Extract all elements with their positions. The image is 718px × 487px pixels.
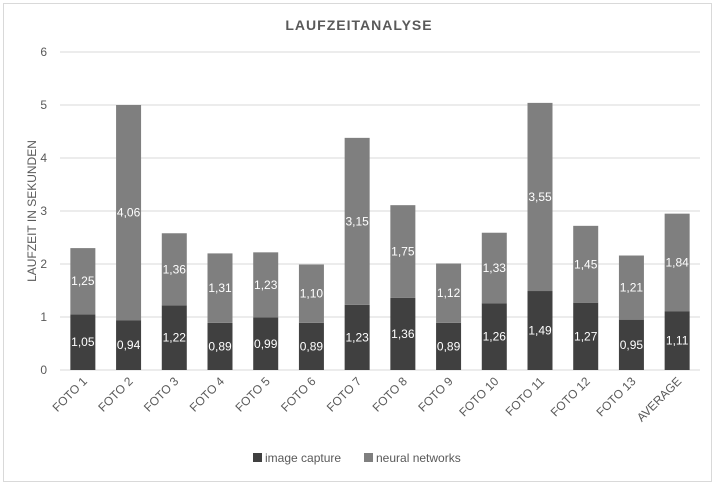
bar-segment-image-capture: [253, 317, 279, 370]
bar-segment-image-capture: [618, 319, 644, 370]
x-tick-label: FOTO 12: [548, 374, 593, 419]
bar-segment-neural-networks: [207, 253, 233, 323]
bar-segment-image-capture: [70, 314, 96, 370]
data-label: 0,89: [437, 339, 461, 353]
gridlines: [60, 51, 700, 371]
bar-segment-image-capture: [161, 305, 187, 370]
data-label: 1,21: [620, 281, 644, 295]
y-tick-label: 6: [40, 45, 47, 59]
data-label: 4,06: [117, 206, 141, 220]
bar-segment-image-capture: [390, 297, 416, 370]
x-tick-label: FOTO 4: [187, 374, 228, 415]
bar-segment-neural-networks: [116, 105, 142, 321]
bar-segment-neural-networks: [161, 233, 187, 306]
x-tick-label: FOTO 5: [232, 374, 273, 415]
data-label: 1,31: [208, 281, 232, 295]
data-label: 1,25: [71, 274, 95, 288]
legend-label-neural-networks: neural networks: [376, 451, 461, 465]
legend: image capture neural networks: [253, 451, 461, 465]
bars: 1,05 1,25 0,94 4,06 1,22 1,36 0,89 1,31 0,99 1,23…: [70, 102, 690, 370]
chart-title: LAUFZEITANALYSE: [285, 17, 432, 33]
y-tick-label: 4: [40, 151, 47, 165]
data-label: 0,89: [208, 339, 232, 353]
bar-segment-image-capture: [116, 320, 142, 370]
data-label: 1,22: [163, 331, 187, 345]
data-label: 1,84: [665, 255, 689, 269]
data-label: 3,55: [528, 190, 552, 204]
data-label: 1,27: [574, 329, 598, 343]
data-label: 1,36: [391, 327, 415, 341]
data-label: 0,89: [300, 339, 324, 353]
data-label: 0,94: [117, 338, 141, 352]
x-tick-label: FOTO 7: [324, 374, 365, 415]
bar-segment-image-capture: [436, 322, 462, 370]
y-tick-label: 3: [40, 204, 47, 218]
x-tick-label: FOTO 10: [456, 374, 501, 419]
data-label: 1,36: [163, 262, 187, 276]
data-label: 0,99: [254, 337, 278, 351]
x-tick-label: FOTO 1: [50, 374, 91, 415]
y-axis-ticks: 0 1 2 3 4 5 6: [40, 45, 47, 377]
data-label: 1,10: [300, 287, 324, 301]
data-label: 1,23: [254, 278, 278, 292]
bar-segment-image-capture: [481, 303, 507, 370]
bar-segment-image-capture: [344, 304, 370, 370]
bar-segment-image-capture: [664, 311, 690, 370]
legend-label-image-capture: image capture: [265, 451, 341, 465]
x-tick-label: FOTO 11: [503, 374, 548, 419]
bar-segment-neural-networks: [664, 213, 690, 312]
y-tick-label: 1: [40, 310, 47, 324]
x-tick-label: FOTO 3: [141, 374, 182, 415]
bar-segment-neural-networks: [618, 255, 644, 320]
bar-segment-image-capture: [527, 291, 553, 370]
data-label: 1,12: [437, 286, 461, 300]
bar-segment-neural-networks: [390, 205, 416, 298]
data-label: 1,45: [574, 257, 598, 271]
data-label: 1,05: [71, 335, 95, 349]
data-label: 0,95: [620, 338, 644, 352]
legend-swatch-neural-networks: [364, 453, 373, 462]
y-tick-label: 2: [40, 257, 47, 271]
y-tick-label: 0: [40, 363, 47, 377]
bar-segment-image-capture: [207, 322, 233, 370]
data-label: 1,23: [345, 330, 369, 344]
bar-segment-image-capture: [298, 322, 324, 370]
bar-segment-neural-networks: [344, 137, 370, 305]
x-tick-label: AVERAGE: [634, 374, 684, 424]
x-tick-label: FOTO 6: [278, 374, 319, 415]
data-label: 1,26: [483, 330, 507, 344]
bar-segment-neural-networks: [573, 225, 599, 303]
x-tick-label: FOTO 8: [370, 374, 411, 415]
bar-segment-neural-networks: [527, 102, 553, 292]
data-label: 1,49: [528, 324, 552, 338]
y-tick-label: 5: [40, 98, 47, 112]
bar-segment-neural-networks: [253, 252, 279, 318]
data-label: 1,11: [666, 334, 689, 348]
y-axis-label: LAUFZEIT IN SEKUNDEN: [25, 140, 39, 282]
bar-segment-neural-networks: [436, 263, 462, 323]
data-label: 1,75: [391, 245, 415, 259]
x-tick-label: FOTO 13: [593, 374, 638, 419]
bar-segment-image-capture: [573, 302, 599, 370]
bar-segment-neural-networks: [70, 248, 96, 315]
data-label: 1,33: [483, 261, 507, 275]
x-axis-ticks: FOTO 1 FOTO 2 FOTO 3 FOTO 4 FOTO 5 FOTO 6 FOTO…: [50, 374, 685, 425]
legend-swatch-image-capture: [253, 453, 262, 462]
x-tick-label: FOTO 9: [415, 374, 456, 415]
data-label: 3,15: [345, 214, 369, 228]
x-tick-label: FOTO 2: [95, 374, 136, 415]
bar-segment-neural-networks: [298, 264, 324, 323]
bar-segment-neural-networks: [481, 232, 507, 304]
